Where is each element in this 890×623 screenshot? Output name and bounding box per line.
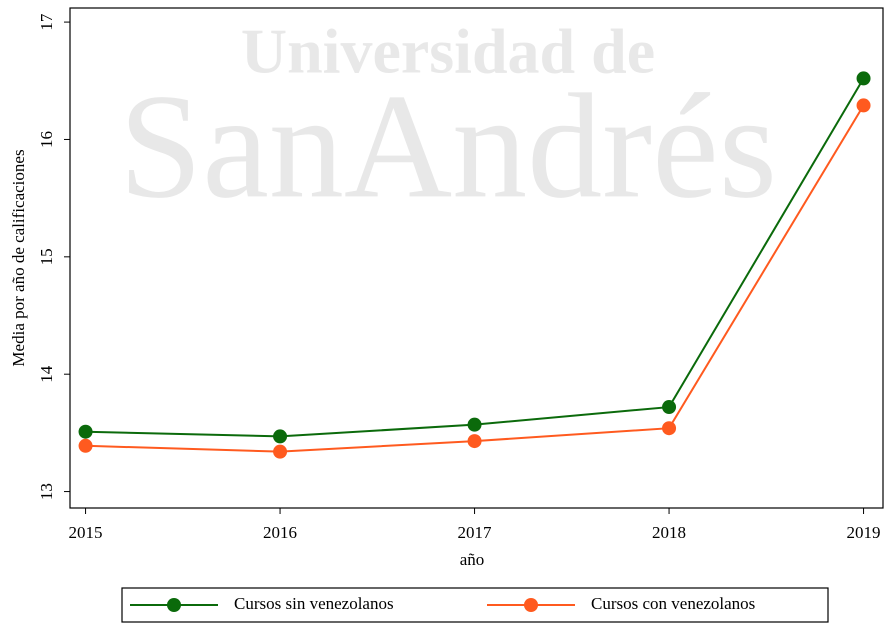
point bbox=[273, 444, 288, 459]
plot-frame bbox=[69, 7, 884, 509]
legend-box bbox=[121, 587, 829, 623]
x-tick-label: 2016 bbox=[263, 523, 297, 542]
watermark: SanAndrés bbox=[119, 63, 777, 229]
legend-marker bbox=[167, 598, 181, 612]
y-tick-label: 15 bbox=[37, 248, 56, 265]
y-tick-label: 17 bbox=[37, 13, 56, 31]
y-tick-label: 14 bbox=[37, 365, 56, 383]
point bbox=[662, 421, 677, 436]
x-tick-label: 2018 bbox=[652, 523, 686, 542]
point bbox=[856, 71, 871, 86]
point bbox=[467, 434, 482, 449]
legend-label: Cursos con venezolanos bbox=[591, 594, 755, 613]
y-axis-label: Media por año de calificaciones bbox=[9, 149, 28, 366]
x-tick-label: 2019 bbox=[847, 523, 881, 542]
watermark: Universidad de bbox=[241, 16, 655, 87]
y-tick-label: 13 bbox=[37, 483, 56, 500]
point bbox=[273, 429, 288, 444]
point bbox=[78, 438, 93, 453]
legend-marker bbox=[524, 598, 538, 612]
x-tick-label: 2017 bbox=[458, 523, 493, 542]
y-tick-label: 16 bbox=[37, 131, 56, 148]
point bbox=[78, 424, 93, 439]
point bbox=[856, 98, 871, 113]
point bbox=[467, 417, 482, 432]
legend-label: Cursos sin venezolanos bbox=[234, 594, 394, 613]
x-axis-label: año bbox=[460, 550, 485, 569]
point bbox=[662, 400, 677, 415]
x-tick-label: 2015 bbox=[69, 523, 103, 542]
